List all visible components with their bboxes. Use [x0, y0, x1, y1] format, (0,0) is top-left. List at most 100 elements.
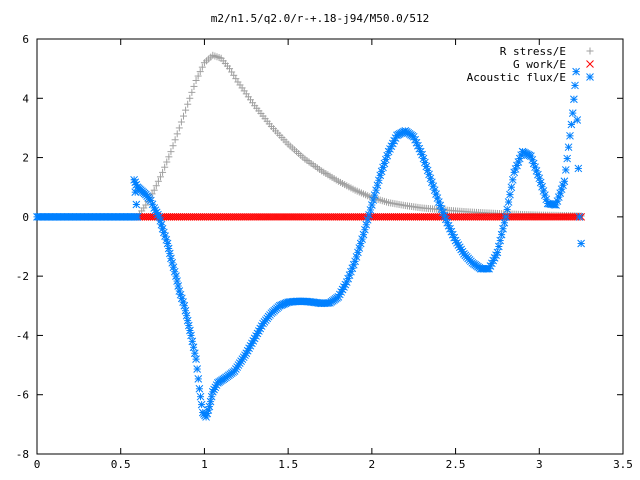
data-point: [192, 355, 200, 363]
data-point: [180, 301, 189, 310]
data-point: [503, 205, 512, 214]
data-point: [577, 239, 585, 248]
data-point: [359, 230, 368, 239]
data-point: [170, 267, 179, 276]
data-point: [506, 190, 514, 199]
data-point: [173, 130, 181, 138]
x-tick-label: 0.5: [111, 458, 131, 471]
y-tick-label: -6: [16, 389, 29, 402]
data-point: [190, 82, 198, 90]
data-point: [374, 176, 383, 185]
data-point: [180, 112, 187, 120]
data-point: [369, 196, 378, 204]
x-tick-label: 0: [34, 458, 41, 471]
y-tick-label: -8: [16, 448, 29, 461]
data-point: [198, 63, 206, 71]
data-point: [411, 135, 419, 144]
x-tick-label: 1: [201, 458, 208, 471]
data-point: [184, 100, 192, 108]
data-point: [366, 206, 375, 214]
data-point: [194, 375, 203, 383]
data-point: [458, 247, 467, 256]
data-point: [165, 153, 173, 161]
legend-marker: [586, 73, 594, 81]
data-point: [165, 249, 174, 258]
data-point: [504, 198, 513, 206]
y-axis: -8 -6 -4 -2 0 2 4 6: [16, 33, 623, 461]
data-point: [175, 287, 184, 295]
data-point: [507, 183, 516, 192]
y-tick-label: 2: [22, 152, 29, 165]
data-point: [174, 282, 183, 290]
data-point: [159, 168, 167, 176]
data-point: [497, 230, 506, 239]
data-point: [508, 175, 517, 184]
data-point: [164, 244, 173, 253]
data-point: [190, 349, 199, 358]
data-point: [567, 120, 576, 129]
data-point: [496, 236, 505, 245]
legend-label: R stress/E: [500, 45, 566, 58]
data-point: [561, 166, 570, 174]
data-point: [363, 215, 372, 224]
data-point: [575, 213, 584, 221]
plot-frame: [36, 38, 624, 455]
x-axis: 0 0.5 1 1.5 2 2.5 3 3.5: [34, 39, 633, 471]
data-point: [171, 136, 179, 144]
x-tick-label: 2.5: [446, 458, 466, 471]
data-point: [538, 182, 546, 191]
data-point: [560, 177, 569, 186]
data-point: [133, 213, 142, 221]
data-point: [206, 397, 215, 406]
data-point: [150, 186, 158, 194]
data-point: [246, 341, 255, 350]
y-tick-label: 0: [22, 211, 29, 224]
data-point: [156, 173, 164, 181]
data-point: [568, 109, 577, 117]
data-point: [387, 142, 396, 151]
x-tick-label: 3: [536, 458, 543, 471]
data-point: [163, 239, 172, 248]
data-point: [146, 196, 155, 205]
data-point: [370, 191, 379, 199]
data-point: [182, 311, 191, 320]
x-tick-label: 2: [369, 458, 376, 471]
data-point: [531, 163, 539, 172]
data-point: [173, 277, 181, 285]
data-point: [167, 254, 175, 263]
data-point: [154, 177, 162, 185]
data-point: [535, 174, 544, 183]
data-point: [563, 154, 572, 163]
data-point: [499, 224, 507, 233]
data-point: [163, 158, 171, 166]
data-point: [352, 253, 361, 261]
data-point: [501, 213, 510, 221]
data-point: [161, 163, 169, 171]
data-point: [365, 211, 373, 219]
series-acoustic-flux-e: [33, 67, 585, 421]
data-point: [186, 94, 194, 102]
data-point: [541, 191, 549, 199]
y-tick-label: 6: [22, 33, 29, 46]
data-point: [334, 293, 343, 301]
data-point: [177, 118, 185, 126]
data-point: [570, 95, 578, 104]
data-point: [169, 142, 177, 150]
data-point: [573, 116, 582, 124]
chart-title: m2/n1.5/q2.0/r-+.18-j94/M50.0/512: [211, 12, 430, 25]
data-point: [205, 402, 214, 411]
data-point: [361, 225, 369, 234]
data-point: [172, 272, 180, 280]
data-point: [348, 264, 357, 273]
data-point: [188, 337, 197, 346]
data-point: [493, 248, 502, 257]
data-point: [197, 400, 206, 409]
data-point: [169, 263, 178, 272]
legend-marker: [586, 60, 594, 68]
data-point: [193, 365, 202, 373]
data-point: [574, 164, 583, 173]
data-point: [142, 201, 150, 209]
series-layer: [33, 51, 585, 421]
